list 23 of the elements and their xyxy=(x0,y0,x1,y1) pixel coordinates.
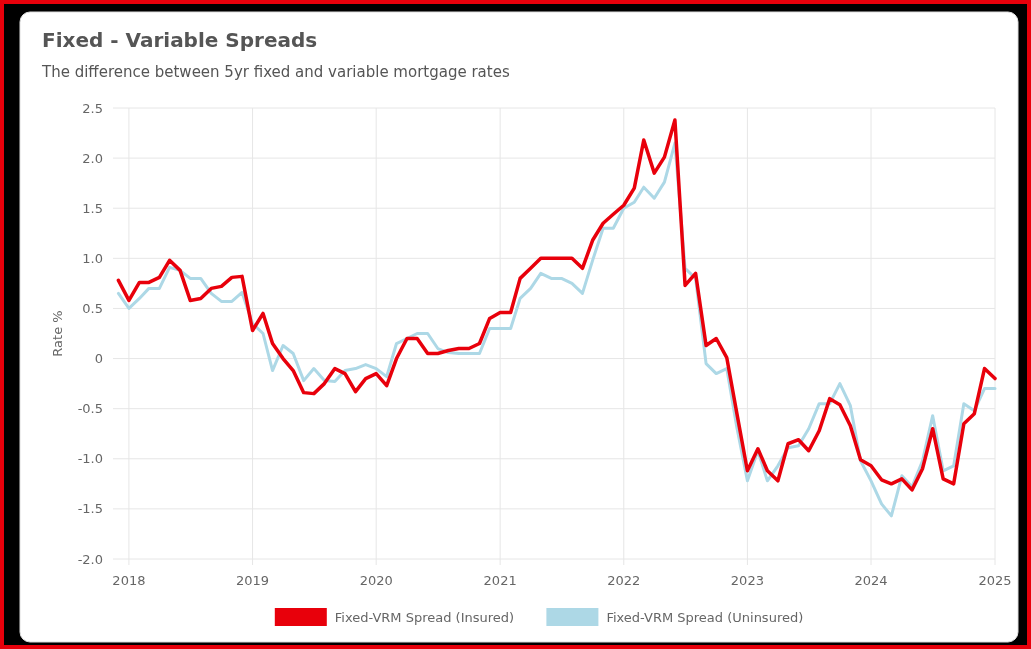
chart-subtitle: The difference between 5yr fixed and variable mortgage rates xyxy=(41,63,510,81)
legend-label: Fixed-VRM Spread (Insured) xyxy=(334,609,515,625)
y-axis-title: Rate % xyxy=(50,310,65,357)
x-tick-label: 2024 xyxy=(854,573,888,588)
y-tick-label: -0.5 xyxy=(77,401,103,417)
y-tick-label: 0 xyxy=(94,351,103,367)
y-tick-label: -2.0 xyxy=(77,551,103,567)
y-tick-label: 1.0 xyxy=(82,250,103,266)
x-tick-label: 2019 xyxy=(236,573,270,588)
x-tick-label: 2023 xyxy=(730,573,764,588)
x-tick-label: 2020 xyxy=(359,573,393,588)
x-tick-label: 2018 xyxy=(112,573,146,588)
x-tick-label: 2022 xyxy=(607,573,641,588)
legend-label: Fixed-VRM Spread (Uninsured) xyxy=(606,609,804,625)
y-tick-label: 1.5 xyxy=(82,200,103,216)
chart-title: Fixed - Variable Spreads xyxy=(42,28,318,52)
y-tick-label: 2.5 xyxy=(82,100,103,116)
y-tick-label: -1.0 xyxy=(77,451,103,467)
y-tick-label: 0.5 xyxy=(82,300,103,316)
y-tick-label: 2.0 xyxy=(82,150,103,166)
x-tick-label: 2025 xyxy=(978,573,1012,588)
x-tick-label: 2021 xyxy=(483,573,517,588)
y-tick-label: -1.5 xyxy=(77,501,103,517)
